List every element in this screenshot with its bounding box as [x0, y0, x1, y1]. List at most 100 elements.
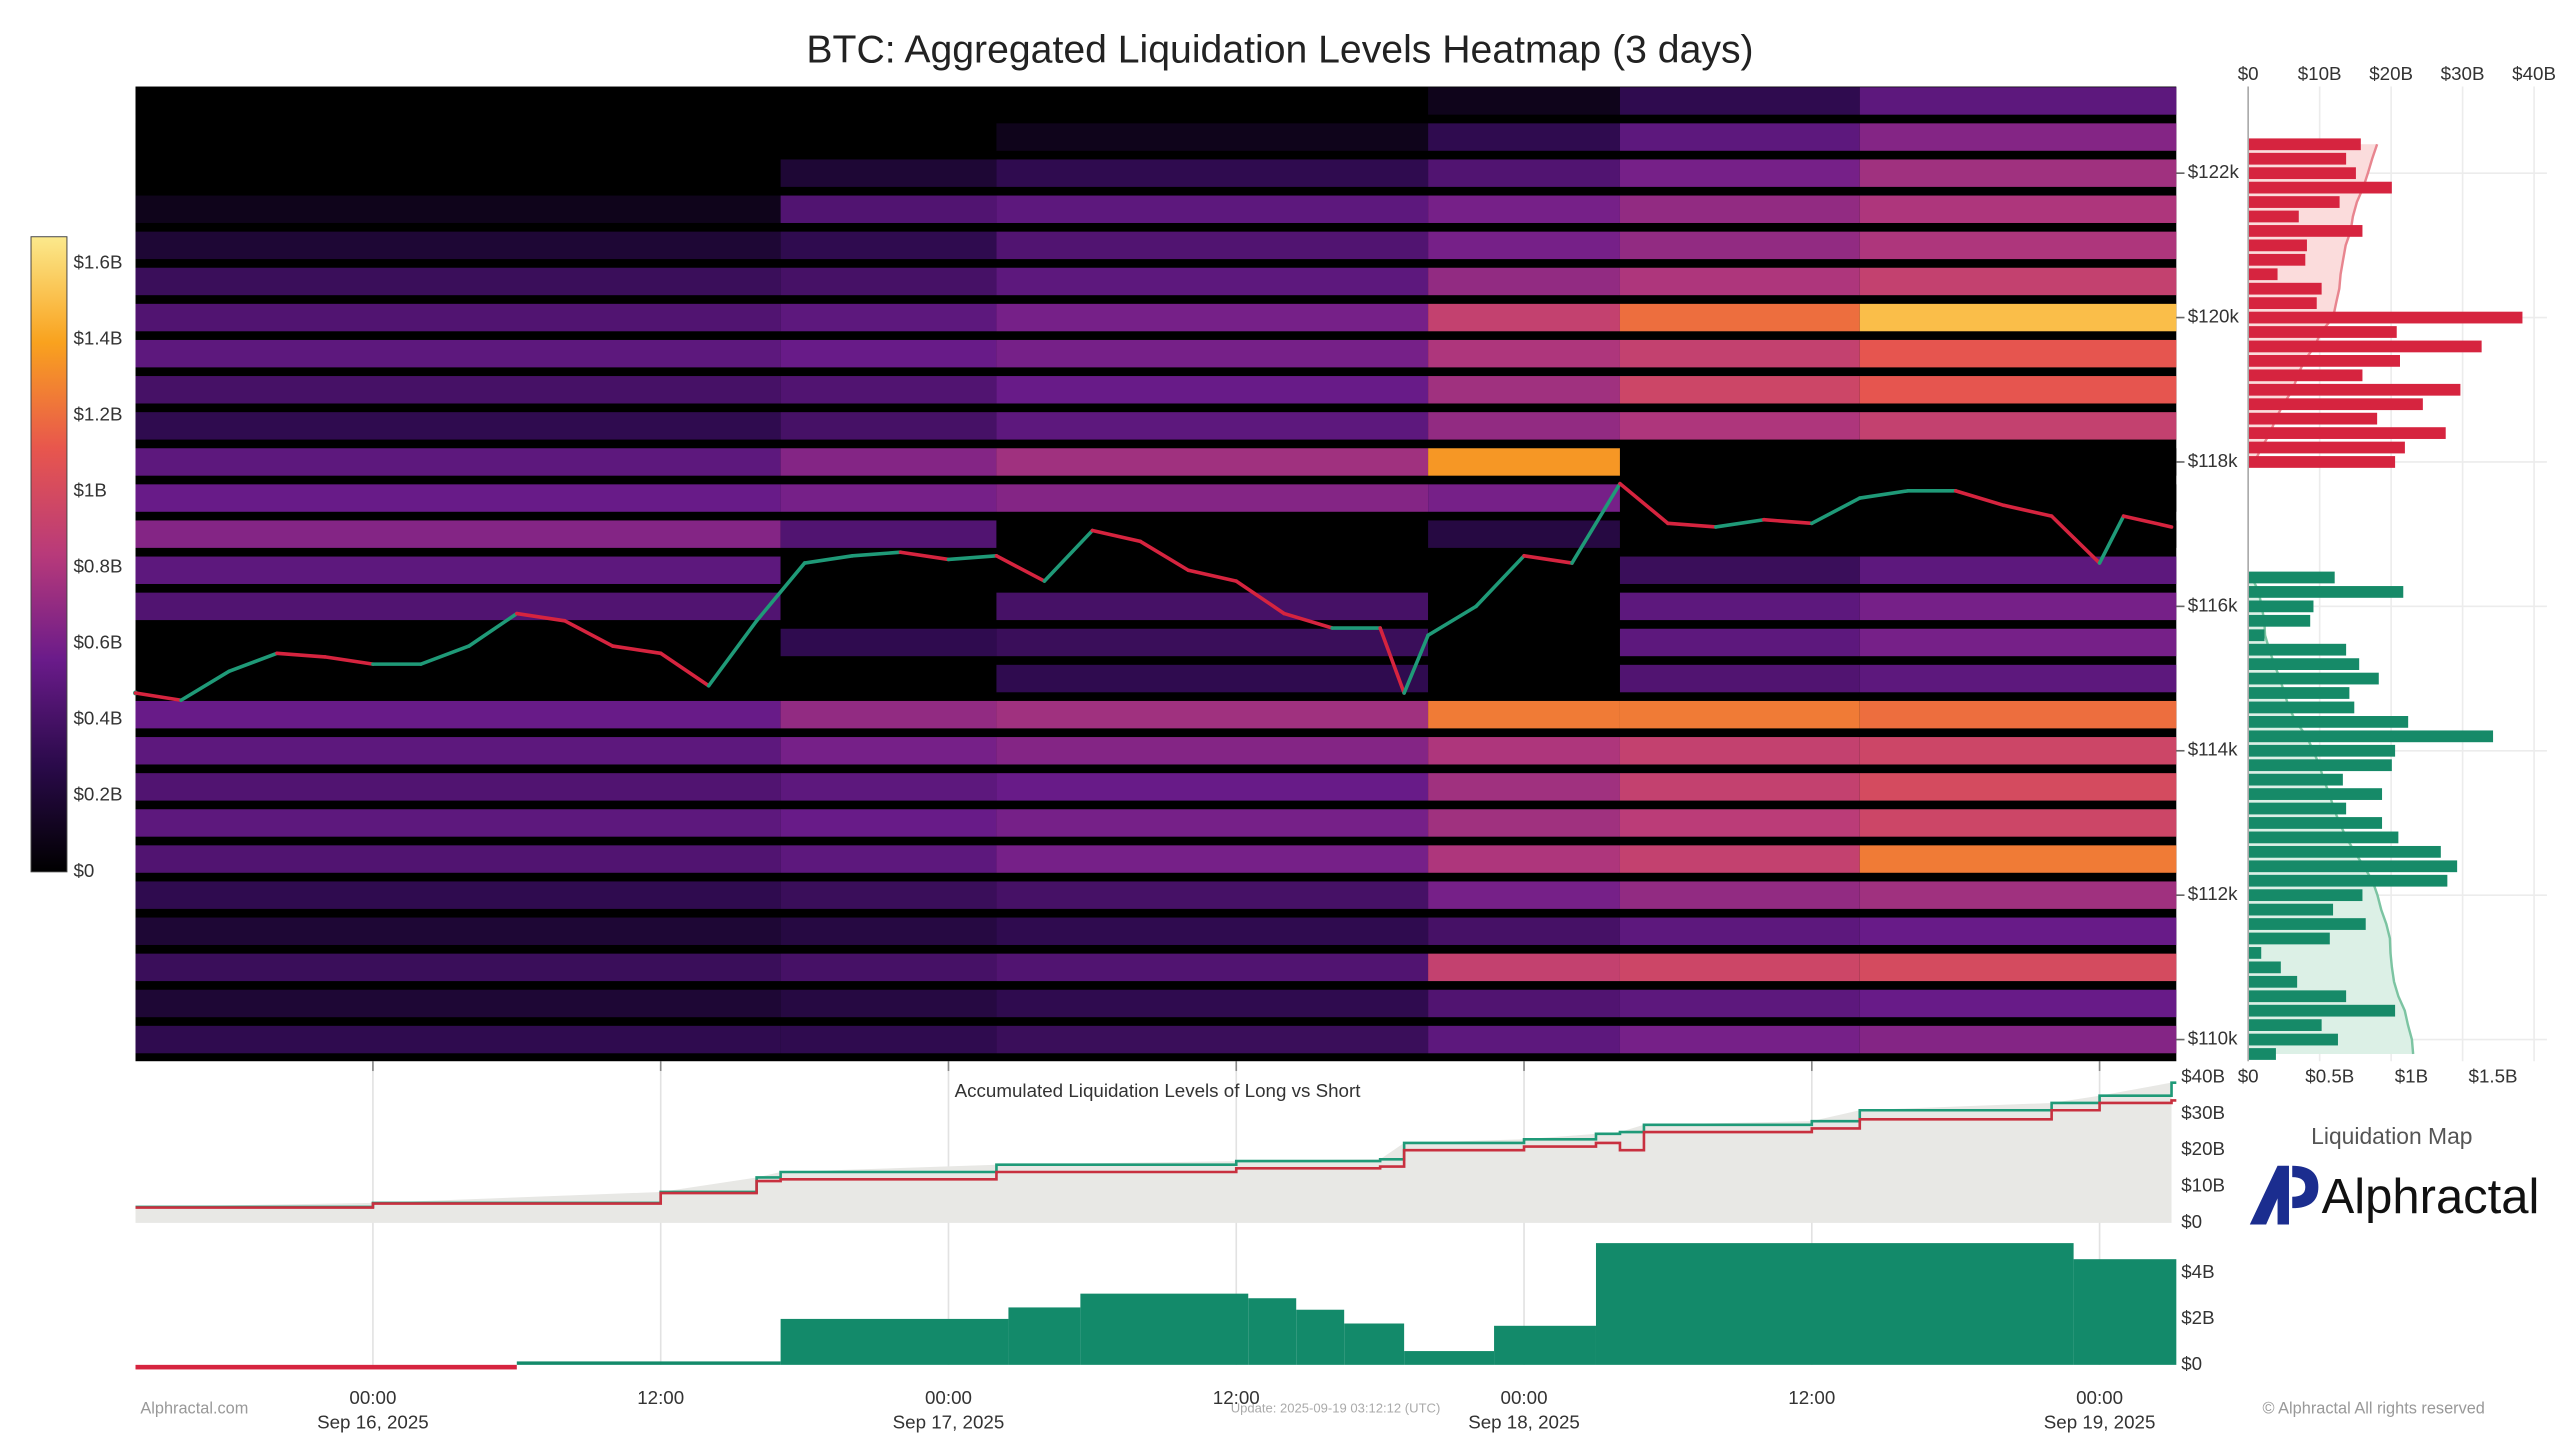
- y-tick-label: $116k: [2188, 594, 2238, 615]
- heat-cell: [135, 339, 781, 368]
- liquidation-bar: [2248, 874, 2448, 887]
- price-segment: [1618, 481, 1670, 526]
- heat-cell: [996, 87, 1429, 115]
- y-tick-label: $118k: [2188, 450, 2238, 471]
- price-segment: [2049, 514, 2102, 565]
- colorbar: [30, 236, 68, 873]
- x-tick-label: $1.5B: [2469, 1066, 2518, 1087]
- liquidation-bar: [2248, 802, 2347, 815]
- y-tick-label: $112k: [2188, 883, 2238, 904]
- liquidation-bar: [2248, 932, 2330, 945]
- heat-cell: [1619, 376, 1860, 404]
- heat-cell: [996, 953, 1429, 982]
- price-segment: [754, 561, 807, 623]
- heat-cell: [780, 809, 997, 837]
- heat-cell: [135, 231, 781, 260]
- liquidation-bar: [2248, 831, 2399, 844]
- liquidation-bar: [2248, 961, 2281, 974]
- price-segment: [1090, 528, 1143, 544]
- heat-cell: [780, 448, 997, 476]
- heat-cell: [1428, 267, 1620, 296]
- x-tick-label: $1B: [2395, 1066, 2428, 1087]
- heat-cell: [135, 953, 781, 982]
- x-tick-label: 12:00: [637, 1387, 684, 1408]
- heat-cell: [1619, 484, 1860, 512]
- price-segment: [1426, 604, 1478, 638]
- heat-cell: [1859, 267, 2177, 296]
- x-tick-label: $0: [2238, 1066, 2259, 1087]
- colorbar-label: $0.8B: [73, 556, 122, 577]
- heat-cell: [780, 881, 997, 909]
- liquidation-bar: [2248, 629, 2265, 642]
- heat-cell: [996, 303, 1429, 332]
- heat-cell: [1428, 159, 1620, 187]
- liquidation-bar: [2248, 817, 2383, 829]
- heat-cell: [1859, 303, 2177, 332]
- heat-cell: [780, 700, 997, 729]
- heat-cell: [135, 520, 781, 548]
- x-tick-label: Sep 16, 2025: [317, 1412, 429, 1433]
- heat-cell: [135, 412, 781, 440]
- colorbar-label: $0.6B: [73, 632, 122, 653]
- heat-cell: [1428, 700, 1620, 729]
- heat-cell: [1859, 737, 2177, 765]
- heat-cell: [996, 737, 1429, 765]
- heat-cell: [135, 448, 781, 476]
- heat-cell: [1619, 917, 1860, 945]
- liquidation-bar: [2248, 975, 2298, 988]
- heat-cell: [135, 664, 781, 693]
- liquidation-bar: [2248, 600, 2314, 613]
- price-segment: [1378, 626, 1406, 695]
- y-tick-label: $0: [2181, 1211, 2202, 1232]
- heat-cell: [1859, 376, 2177, 404]
- heat-cell: [1859, 881, 2177, 909]
- x-tick-label: $0.5B: [2305, 1066, 2354, 1087]
- heat-cell: [1619, 231, 1860, 260]
- heat-cell: [1428, 556, 1620, 584]
- heat-cell: [996, 339, 1429, 368]
- liquidation-bar: [2248, 355, 2400, 367]
- delta-bar: [1404, 1351, 1495, 1365]
- heat-cell: [996, 231, 1429, 260]
- liquidation-bar: [2248, 398, 2423, 411]
- heat-cell: [780, 917, 997, 945]
- heat-cell: [1859, 989, 2177, 1018]
- delta-bar: [516, 1361, 781, 1365]
- price-segment: [1402, 633, 1430, 695]
- y-tick-label: $2B: [2181, 1307, 2214, 1328]
- heat-cell: [996, 592, 1429, 621]
- price-segment: [2121, 514, 2174, 529]
- heat-cell: [996, 412, 1429, 440]
- heat-cell: [780, 664, 997, 693]
- x-tick-label: Sep 18, 2025: [1468, 1412, 1580, 1433]
- heat-cell: [135, 303, 781, 332]
- price-segment: [515, 611, 567, 623]
- heat-cell: [780, 773, 997, 801]
- footer-update: Update: 2025-09-19 03:12:12 (UTC): [1231, 1400, 1441, 1415]
- price-segment: [1857, 489, 1910, 500]
- heat-cell: [1859, 195, 2177, 223]
- heat-cell: [1619, 87, 1860, 115]
- heat-cell: [1428, 628, 1620, 657]
- price-segment: [1522, 554, 1574, 565]
- y-tick-label: $20B: [2181, 1138, 2225, 1159]
- liquidation-bar: [2248, 1048, 2276, 1060]
- heat-cell: [1859, 556, 2177, 584]
- heat-cell: [135, 773, 781, 801]
- price-segment: [1234, 579, 1287, 616]
- x-tick-label: 00:00: [2076, 1387, 2123, 1408]
- heat-cell: [780, 520, 997, 548]
- liquidation-bar: [2248, 383, 2461, 396]
- price-segment: [946, 554, 999, 562]
- heat-cell: [1428, 664, 1620, 693]
- heat-cell: [780, 376, 997, 404]
- x-tick-label: Sep 19, 2025: [2044, 1412, 2156, 1433]
- delta-bar: [780, 1318, 1009, 1365]
- heat-cell: [1859, 412, 2177, 440]
- heat-cell: [1859, 520, 2177, 548]
- liquidation-bar: [2248, 167, 2356, 180]
- heat-cell: [1428, 809, 1620, 837]
- liquidation-bar: [2248, 716, 2409, 728]
- heat-cell: [780, 195, 997, 223]
- heat-cell: [135, 845, 781, 873]
